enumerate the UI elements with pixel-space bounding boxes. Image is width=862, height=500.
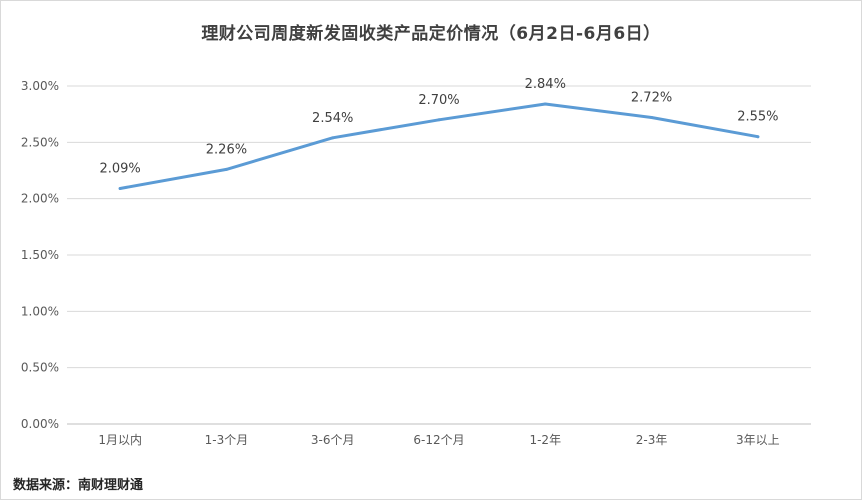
data-label: 2.55% <box>737 110 778 125</box>
data-label: 2.84% <box>525 77 566 92</box>
source-note: 数据来源：南财理财通 <box>13 478 144 493</box>
data-label: 2.54% <box>312 111 353 126</box>
y-tick-label: 0.00% <box>21 417 59 431</box>
data-point <box>331 136 335 140</box>
y-tick-label: 2.50% <box>21 135 59 149</box>
data-point <box>118 187 122 191</box>
x-tick-label: 1月以内 <box>98 433 142 447</box>
data-point <box>756 135 760 139</box>
data-label: 2.26% <box>206 142 247 157</box>
y-tick-label: 2.00% <box>21 192 59 206</box>
data-point <box>543 102 547 106</box>
data-point <box>224 167 228 171</box>
x-tick-label: 6-12个月 <box>413 433 464 447</box>
y-tick-label: 1.00% <box>21 304 59 318</box>
y-tick-label: 1.50% <box>21 248 59 262</box>
y-tick-label: 0.50% <box>21 361 59 375</box>
x-tick-label: 3-6个月 <box>311 433 355 447</box>
data-label: 2.70% <box>418 93 459 108</box>
x-tick-label: 2-3年 <box>636 433 668 447</box>
data-label: 2.72% <box>631 91 672 106</box>
data-point <box>437 118 441 122</box>
data-label: 2.09% <box>99 162 140 177</box>
chart-title: 理财公司周度新发固收类产品定价情况（6月2日-6月6日） <box>201 24 661 44</box>
data-point <box>650 116 654 120</box>
x-tick-label: 1-2年 <box>529 433 561 447</box>
x-tick-label: 3年以上 <box>736 433 780 447</box>
x-tick-label: 1-3个月 <box>205 433 249 447</box>
y-tick-label: 3.00% <box>21 79 59 93</box>
